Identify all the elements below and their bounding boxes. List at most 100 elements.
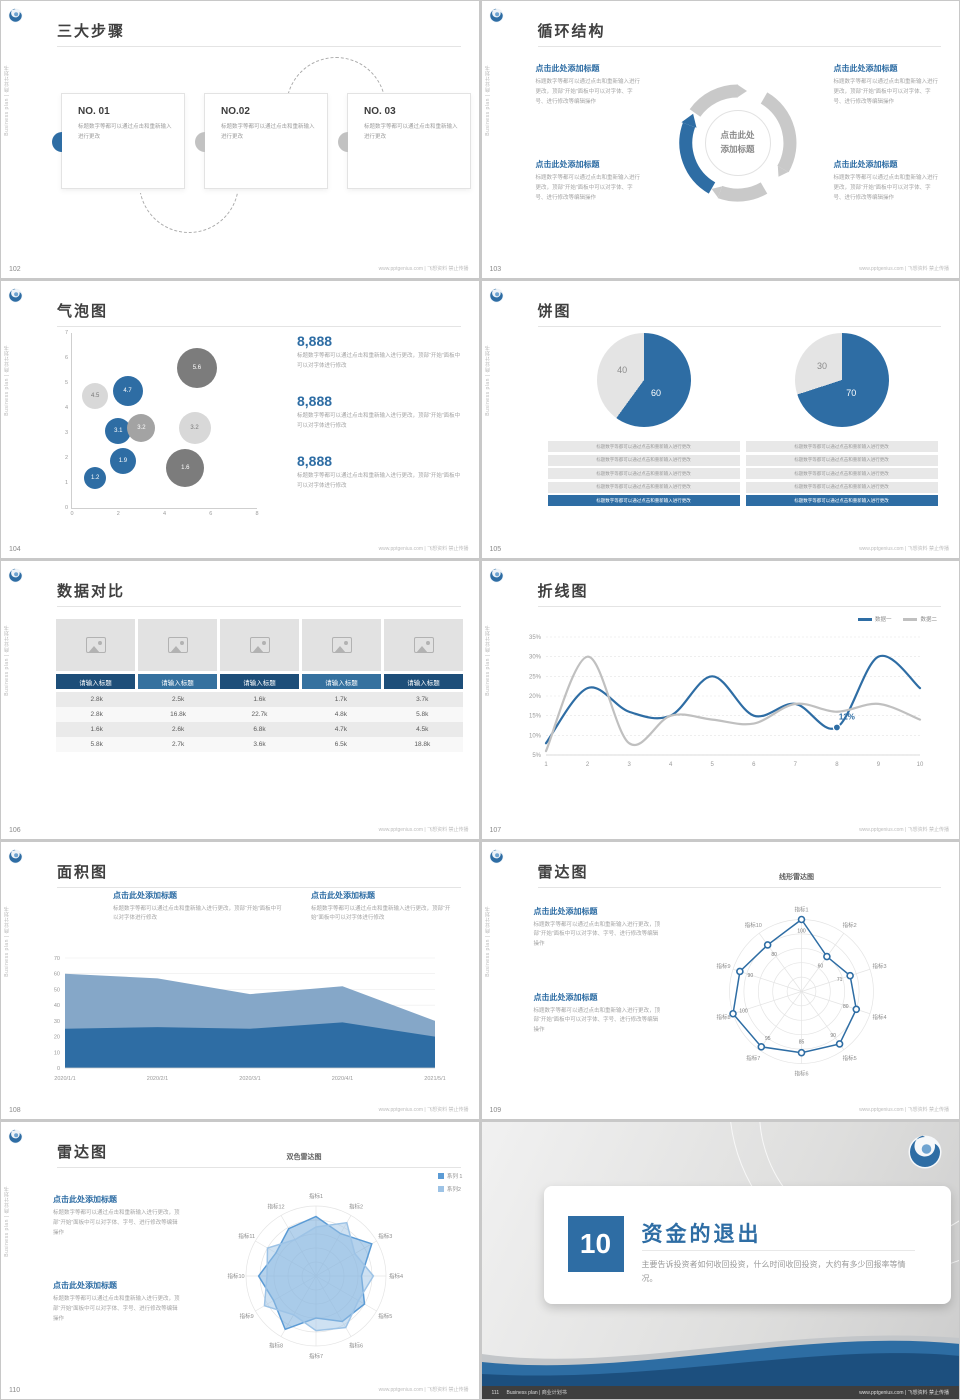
- y-tick-label: 70: [54, 956, 60, 962]
- axis-label: 指标7: [309, 1352, 323, 1360]
- slide-106: Business plan | 商业计划书 数据对比 请输入标题 请输入标题 请输入…: [1, 561, 479, 839]
- table-header-cell: 请输入标题: [56, 674, 135, 690]
- radar-chart-legend: 系列 1 系列2: [437, 1172, 463, 1198]
- image-icon: [167, 637, 188, 654]
- legend-label: 数据一: [874, 617, 892, 624]
- brand-logo-icon: [908, 1135, 942, 1169]
- brand-logo-icon: [8, 1129, 23, 1144]
- table-cell: 3.7k: [416, 696, 429, 704]
- bubble: 4.5: [82, 382, 109, 409]
- y-tick-label: 15%: [528, 714, 541, 720]
- data-marker: [728, 1009, 737, 1018]
- comparison-table: 请输入标题 请输入标题 请输入标题 请输入标题 请输入标题 2.8k 2.5k 1.6k 1.…: [56, 619, 463, 753]
- y-tick-label: 5%: [532, 753, 541, 759]
- y-axis-tick: 7: [64, 330, 68, 337]
- block-title: 点击此处添加标题: [833, 64, 898, 73]
- stat-value: 8,888: [297, 333, 333, 350]
- brand-logo-icon: [489, 8, 503, 23]
- brand-logo-icon: [489, 849, 503, 863]
- y-tick-label: 10: [54, 1050, 60, 1056]
- axis-label: 指标10: [744, 921, 761, 929]
- area-chart: 0 10 20 30 40 50 60 70 2020/1/1 2020/2/1 2020/3/1 2…: [54, 956, 446, 1082]
- block-title: 点击此处添加标题: [53, 1194, 117, 1204]
- line-chart-legend: 数据一 数据二: [857, 615, 937, 624]
- brand-logo-icon: [489, 288, 503, 303]
- value-label: 95: [764, 1036, 770, 1042]
- cycle-center-label: 点击此处 添加标题: [704, 110, 771, 176]
- axis-label: 指标9: [716, 962, 730, 970]
- axis-label: 指标7: [746, 1053, 760, 1061]
- table-cell: 6.5k: [334, 741, 348, 749]
- image-placeholder-cell: [56, 619, 135, 672]
- section-number: 10: [567, 1215, 624, 1272]
- slide-110: Business plan | 商业计划书 雷达图 双色雷达图 系列 1 系列2…: [1, 1121, 479, 1399]
- legend-item: 系列 1: [437, 1172, 463, 1180]
- image-placeholder-cell: [138, 619, 217, 672]
- footer-url: www.pptgenius.com | 飞想资料 禁止传播: [859, 546, 949, 553]
- pie-slice-label: 30: [817, 361, 828, 372]
- caption-row: 标题数字等都可以通过点击和重新输入进行更改: [547, 481, 740, 493]
- x-tick-label: 10: [916, 762, 923, 768]
- pie-group-2: 30 70 标题数字等都可以通过点击和重新输入进行更改 标题数字等都可以通过点击…: [745, 333, 938, 509]
- series-line: [544, 655, 921, 745]
- step-card-3: NO. 03 标题数字等都可以通过点击和重新输入进行更改: [338, 93, 471, 189]
- x-axis-tick: 8: [255, 511, 259, 518]
- table-header-cell: 请输入标题: [138, 674, 217, 690]
- annotation-marker: [832, 723, 841, 732]
- radar-spoke: [732, 968, 802, 992]
- table-cell: 4.8k: [334, 711, 348, 719]
- axis-label: 指标8: [269, 1341, 283, 1349]
- side-label: Business plan | 商业计划书: [484, 905, 491, 977]
- x-tick-label: 9: [876, 762, 880, 768]
- table-header-row: 请输入标题 请输入标题 请输入标题 请输入标题 请输入标题: [56, 674, 463, 690]
- legend-item: 数据二: [903, 615, 937, 623]
- pie-slice-label: 70: [846, 387, 857, 398]
- footer-url: www.pptgenius.com | 飞想资料 禁止传播: [859, 1106, 949, 1113]
- radar-series: [263, 1221, 375, 1332]
- pie-caption-rows: 标题数字等都可以通过点击和重新输入进行更改 标题数字等都可以通过点击和重新输入进…: [547, 441, 740, 507]
- brand-logo-icon: [8, 569, 23, 583]
- text-block-2: 点击此处添加标题 标题数字等都可以通过点击和重新输入进行更改，顶部“开始”面板中…: [534, 992, 664, 1037]
- block-body: 标题数字等都可以通过点击和重新输入进行更改，顶部“开始”面板中可以对字体、字号、…: [535, 175, 641, 201]
- table-header-cell: 请输入标题: [302, 674, 381, 690]
- caption-row: 标题数字等都可以通过点击和重新输入进行更改: [745, 441, 938, 453]
- radar-spoke: [800, 990, 844, 1050]
- legend-label: 数据二: [920, 617, 937, 624]
- step-dome-icon: [338, 132, 348, 152]
- footer-url: www.pptgenius.com | 飞想资料 禁止传播: [378, 546, 469, 553]
- page-number: 102: [9, 266, 21, 274]
- step-text: 标题数字等都可以通过点击和重新输入进行更改: [364, 124, 458, 140]
- y-tick-label: 0: [57, 1066, 60, 1072]
- image-icon: [85, 637, 106, 654]
- x-tick-label: 2020/1/1: [54, 1076, 75, 1082]
- bubble: 3.2: [127, 414, 156, 443]
- y-axis-tick: 1: [64, 480, 68, 487]
- series2-swatch-icon: [903, 618, 918, 621]
- axis-label: 指标6: [349, 1341, 363, 1349]
- table-row: 2.8k 16.8k 22.7k 4.8k 5.8k: [56, 707, 463, 723]
- image-placeholder-cell: [220, 619, 299, 672]
- x-tick-label: 2020/3/1: [239, 1076, 260, 1082]
- bubble-chart: 0 1 2 3 4 5 6 7 0 2 4 6 8 4.5 4.7 5.6 3.1 3.2 3.2 1.9 1.2 1.6: [65, 330, 259, 517]
- value-label: 60: [817, 963, 823, 969]
- block-title: 点击此处添加标题: [833, 160, 898, 169]
- data-marker: [851, 1005, 860, 1013]
- table-body: 2.8k 2.5k 1.6k 1.7k 3.7k 2.8k 16.8k 22.7k 4.8k 5.…: [56, 692, 463, 753]
- value-label: 80: [771, 951, 777, 957]
- pie-chart-1: 40 60: [596, 333, 691, 428]
- block-title: 点击此处添加标题: [113, 890, 177, 900]
- title-divider: [537, 606, 941, 608]
- table-image-row: [56, 619, 463, 672]
- series1-swatch-icon: [437, 1172, 444, 1179]
- axis-label: 指标5: [842, 1053, 856, 1061]
- y-axis-tick: 3: [64, 430, 68, 437]
- section-description: 主要告诉投资者如何收回投资，什么时间收回投资，大约有多少回报率等情况。: [641, 1259, 906, 1284]
- block-body: 标题数字等都可以通过点击和重新输入进行更改，顶部“开始”面板中可以对字体进行修改: [311, 905, 451, 922]
- page-number: 110: [9, 1387, 21, 1394]
- footer-url: www.pptgenius.com | 飞想资料 禁止传播: [378, 826, 469, 833]
- axis-label: 指标3: [872, 962, 886, 970]
- table-header-cell: 请输入标题: [384, 674, 463, 690]
- cycle-diagram: 点击此处 添加标题: [668, 73, 808, 213]
- dashed-arc-bottom: [134, 193, 244, 235]
- pie-group-1: 40 60 标题数字等都可以通过点击和重新输入进行更改 标题数字等都可以通过点击…: [547, 333, 740, 509]
